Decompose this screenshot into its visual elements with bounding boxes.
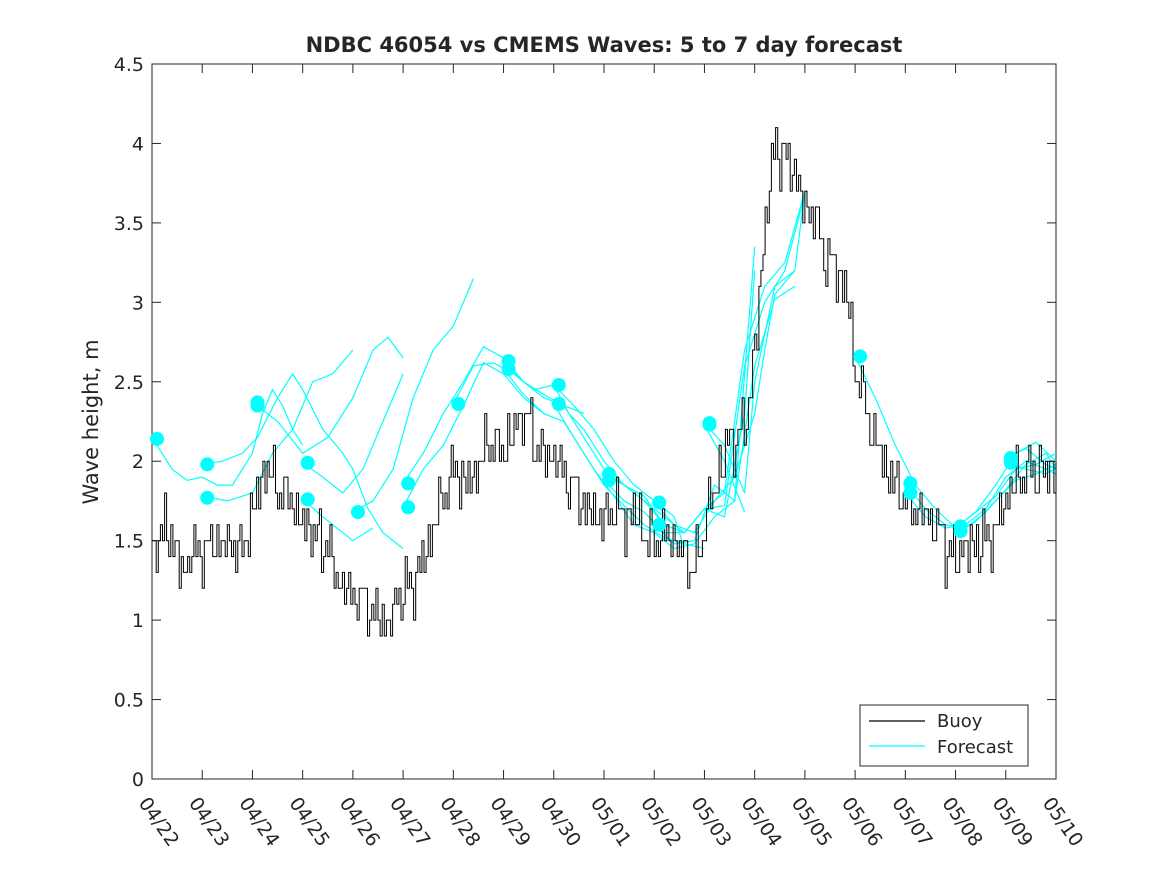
forecast-line [252, 336, 404, 455]
y-tick-label: 3.5 [114, 213, 144, 235]
legend-box [859, 704, 1029, 767]
y-tick-label: 3 [132, 292, 144, 314]
y-tick-label: 0.5 [114, 690, 144, 712]
chart-title: NDBC 46054 vs CMEMS Waves: 5 to 7 day fo… [306, 33, 903, 57]
y-tick-label: 4 [132, 133, 144, 155]
y-axis-label: Wave height, m [79, 339, 103, 504]
forecast-line [202, 372, 404, 550]
forecast-line [302, 498, 374, 542]
forecast-marker [853, 349, 868, 364]
forecast-line [302, 373, 404, 494]
legend: Buoy Forecast [859, 704, 1029, 767]
forecast-marker [401, 476, 416, 491]
forecast-marker [300, 455, 315, 470]
forecast-marker [551, 377, 566, 392]
forecast-line [703, 191, 806, 494]
forecast-line [603, 194, 806, 534]
y-tick-label: 0 [132, 769, 144, 791]
forecast-marker [150, 431, 165, 446]
axes-box [151, 63, 1057, 780]
forecast-marker [602, 473, 617, 488]
forecast-line [402, 361, 545, 508]
forecast-line [703, 424, 746, 513]
y-tick-label: 2 [132, 451, 144, 473]
y-tick-label: 2.5 [114, 372, 144, 394]
forecast-marker [652, 517, 667, 532]
forecast-line [352, 278, 474, 513]
forecast-marker [551, 397, 566, 412]
forecast-marker [702, 417, 717, 432]
forecast-marker [200, 457, 215, 472]
y-tick-label: 1.5 [114, 531, 144, 553]
legend-label-buoy: Buoy [937, 711, 983, 732]
legend-label-forecast: Forecast [937, 737, 1013, 758]
y-tick-label: 4.5 [114, 54, 144, 76]
y-tick-label: 1 [132, 610, 144, 632]
forecast-marker [953, 524, 968, 539]
forecast-line [151, 388, 304, 486]
forecast-marker [350, 505, 365, 520]
forecast-marker [1003, 455, 1018, 470]
forecast-marker [300, 492, 315, 507]
forecast-line [553, 270, 756, 534]
forecast-marker [451, 397, 466, 412]
forecast-marker [401, 500, 416, 515]
forecast-line [202, 349, 354, 502]
forecast-marker [250, 398, 265, 413]
forecast-marker [501, 362, 516, 377]
forecast-marker [652, 495, 667, 510]
forecast-marker [200, 490, 215, 505]
forecast-marker [903, 486, 918, 500]
